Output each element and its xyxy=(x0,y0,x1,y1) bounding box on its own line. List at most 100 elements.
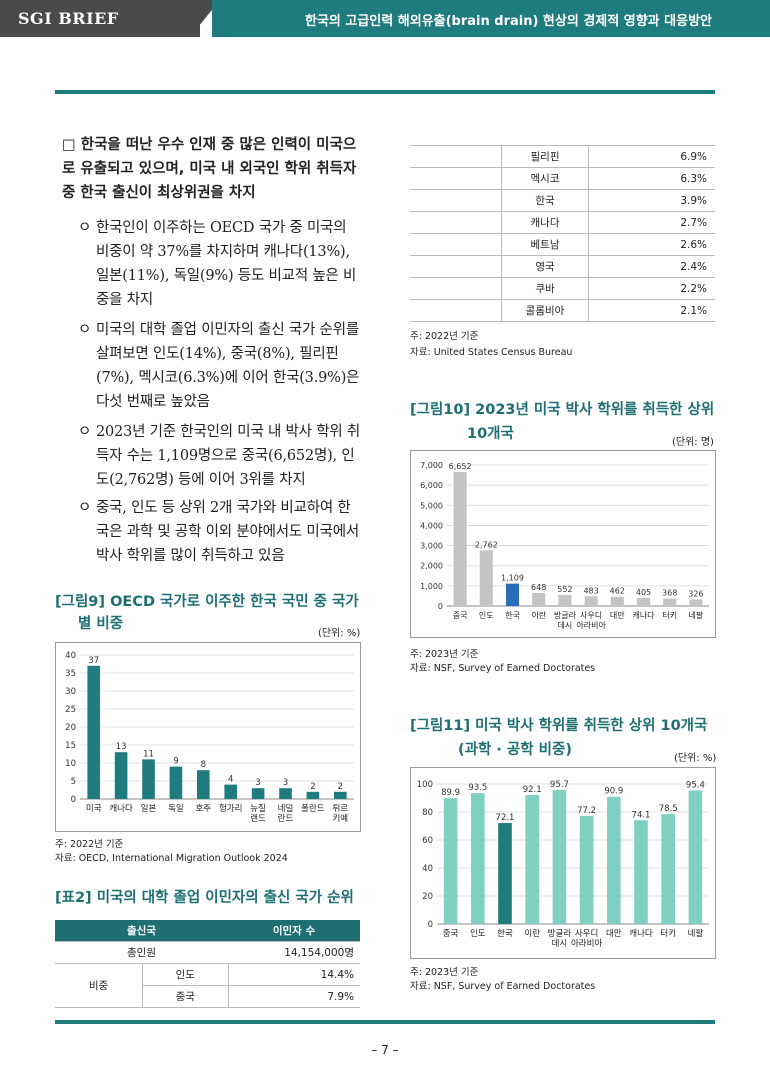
bar xyxy=(636,597,651,606)
bar xyxy=(196,770,210,799)
x-tick-label: 데시 xyxy=(552,939,568,949)
x-tick-label: 미국 xyxy=(86,804,102,814)
bar xyxy=(558,594,572,606)
document-title: 한국의 고급인력 해외유출(brain drain) 현상의 경제적 영향과 대… xyxy=(304,14,712,29)
table-row: 쿠바 2.2% xyxy=(410,277,715,300)
page-number: – 7 – xyxy=(371,1043,399,1057)
bar xyxy=(169,766,183,799)
table-row: 중국 7.9% xyxy=(55,985,360,1008)
table-row: 콜롬비아 2.1% xyxy=(410,299,715,322)
x-tick-label: 이란 xyxy=(531,610,546,620)
x-tick-label: 한국 xyxy=(497,929,513,939)
data-label: 37 xyxy=(88,656,99,666)
fig11-chart: 0 20 40 60 80 100 89.9 중국 93.5 인도 72.1 한국 92.1 이란 95.7… xyxy=(417,780,709,949)
x-tick-label: 인도 xyxy=(479,610,494,620)
table2-continued: 필리핀 6.9% 멕시코 6.3% 한국 3.9% 캐나다 2.7% 베트남 2.6% 영… xyxy=(410,145,715,322)
bar xyxy=(479,550,493,606)
x-tick-label: 대만 xyxy=(610,611,625,620)
y-tick-label: 35 xyxy=(65,669,76,679)
table-source: 자료: United States Census Bureau xyxy=(410,347,573,358)
fig11-note: 주: 2023년 기준 xyxy=(410,967,479,978)
data-label: 1,109 xyxy=(501,574,524,583)
data-label: 405 xyxy=(636,588,651,597)
data-label: 77.2 xyxy=(577,806,596,816)
table-row: 영국 2.4% xyxy=(410,255,715,278)
country-cell: 필리핀 xyxy=(501,145,589,168)
fig9-title-line1: [그림9] OECD 국가로 이주한 한국 국민 중 국가 xyxy=(55,594,359,610)
y-tick-label: 25 xyxy=(65,705,76,715)
data-label: 552 xyxy=(557,585,572,594)
fig9-title-line2: 별 비중 xyxy=(78,616,124,632)
data-label: 2 xyxy=(310,782,315,792)
total-value: 14,154,000명 xyxy=(228,941,360,964)
bar xyxy=(279,788,292,799)
fig10-title-line2: 10개국 xyxy=(467,426,514,442)
bar xyxy=(114,752,128,799)
fig11-unit: (단위: %) xyxy=(674,753,717,764)
y-tick-label: 20 xyxy=(422,892,433,902)
y-tick-label: 40 xyxy=(422,864,433,874)
data-label: 483 xyxy=(583,586,598,595)
bar xyxy=(453,472,467,606)
y-tick-label: 4,000 xyxy=(420,521,443,530)
bar xyxy=(306,791,320,799)
y-tick-label: 0 xyxy=(428,920,433,930)
table-row: 비중 인도 14.4% xyxy=(55,963,360,1008)
bullet-marker: ㅇ xyxy=(78,500,92,516)
data-label: 92.1 xyxy=(523,785,542,795)
x-tick-label: 한국 xyxy=(505,611,520,620)
y-tick-label: 10 xyxy=(65,759,76,769)
y-tick-label: 15 xyxy=(65,741,76,751)
total-label: 총인원 xyxy=(55,941,228,964)
value-cell: 2.2% xyxy=(588,277,715,300)
blank-cell xyxy=(410,145,502,168)
fig10-note: 주: 2023년 기준 xyxy=(410,649,479,660)
sub-bullet-3: ㅇ 2023년 기준 한국인의 미국 내 박사 학위 취득자 수는 1,109명… xyxy=(78,420,363,492)
bar xyxy=(634,820,648,924)
group-label: 비중 xyxy=(55,963,143,1008)
table-row: 필리핀 6.9% xyxy=(410,145,715,168)
y-tick-label: 2,000 xyxy=(420,562,443,571)
data-label: 368 xyxy=(662,589,677,598)
table-row: 캐나다 2.7% xyxy=(410,211,715,234)
value-cell: 2.6% xyxy=(588,233,715,256)
country-cell: 캐나다 xyxy=(501,211,589,234)
fig11-title-line2: (과학 · 공학 비중) xyxy=(458,742,572,758)
bottom-rule xyxy=(55,1020,715,1024)
country-cell: 쿠바 xyxy=(501,277,589,300)
table2-title: [표2] 미국의 대학 졸업 이민자의 출신 국가 순위 xyxy=(55,890,354,906)
data-label: 95.4 xyxy=(686,780,705,790)
x-tick-label: 캐나다 xyxy=(629,929,653,939)
y-tick-label: 1,000 xyxy=(420,582,443,591)
data-label: 2,762 xyxy=(475,540,498,549)
header-left-panel: SGI BRIEF xyxy=(0,0,200,37)
data-label: 2 xyxy=(338,782,343,792)
value-cell: 2.1% xyxy=(588,299,715,322)
x-tick-label: 독일 xyxy=(168,804,184,814)
x-tick-label: 데시 xyxy=(558,621,573,630)
x-tick-label: 인도 xyxy=(470,928,486,939)
x-tick-label: 중국 xyxy=(443,929,459,939)
col-header-count: 이민자 수 xyxy=(228,920,360,942)
x-tick-label: 사우디 xyxy=(575,929,598,939)
x-tick-label: 사우디 xyxy=(580,611,602,620)
sub-bullet-text: 2023년 기준 한국인의 미국 내 박사 학위 취득자 수는 1,109명으로… xyxy=(96,424,361,488)
x-tick-label: 이란 xyxy=(524,928,540,939)
fig11-title-line1: [그림11] 미국 박사 학위를 취득한 상위 10개국 xyxy=(410,718,708,734)
data-label: 74.1 xyxy=(632,810,651,820)
x-tick-label: 란드 xyxy=(278,813,294,824)
fig10-title-line1: [그림10] 2023년 미국 박사 학위를 취득한 상위 xyxy=(410,402,715,418)
y-tick-label: 6,000 xyxy=(420,481,443,490)
bar xyxy=(443,798,458,924)
bar xyxy=(663,598,677,606)
bar xyxy=(142,759,155,799)
bar xyxy=(498,823,512,924)
table-row: 멕시코 6.3% xyxy=(410,167,715,190)
data-label: 648 xyxy=(531,583,546,592)
main-bullet: □ 한국을 떠난 우수 인재 중 많은 인력이 미국으로 유출되고 있으며, 미… xyxy=(62,137,357,201)
fig10-source: 자료: NSF, Survey of Earned Doctorates xyxy=(410,663,596,674)
y-tick-label: 40 xyxy=(65,651,76,661)
blank-cell xyxy=(410,299,502,322)
bullet-marker: ㅇ xyxy=(78,220,92,236)
sub-bullet-2: ㅇ 미국의 대학 졸업 이민자의 출신 국가 순위를 살펴보면 인도(14%),… xyxy=(78,318,363,414)
